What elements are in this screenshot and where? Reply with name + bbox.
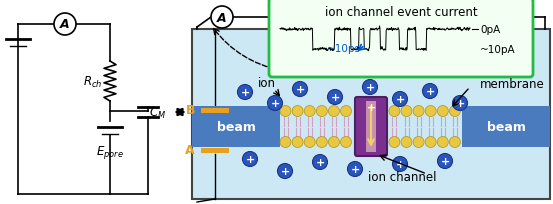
- Text: +: +: [367, 102, 375, 112]
- Circle shape: [413, 137, 424, 148]
- Circle shape: [278, 164, 293, 179]
- Circle shape: [413, 106, 424, 117]
- Text: +: +: [395, 159, 405, 169]
- Circle shape: [327, 90, 342, 105]
- Text: B: B: [185, 104, 195, 117]
- Circle shape: [54, 14, 76, 36]
- Bar: [201, 109, 229, 113]
- Text: beam: beam: [487, 120, 525, 133]
- Circle shape: [450, 137, 461, 148]
- Bar: [462, 106, 550, 147]
- Bar: [366, 102, 376, 152]
- Text: $C_M$: $C_M$: [149, 105, 166, 120]
- Text: +: +: [246, 154, 254, 164]
- Circle shape: [312, 155, 327, 170]
- Circle shape: [304, 137, 315, 148]
- Circle shape: [211, 7, 233, 29]
- Text: ~10pA: ~10pA: [480, 45, 515, 55]
- Circle shape: [437, 137, 448, 148]
- Circle shape: [422, 84, 437, 99]
- Text: +: +: [440, 156, 450, 166]
- Circle shape: [280, 137, 291, 148]
- Circle shape: [452, 96, 467, 111]
- Circle shape: [425, 106, 436, 117]
- Text: +: +: [315, 157, 325, 167]
- Text: +: +: [351, 164, 359, 174]
- Text: +: +: [280, 166, 290, 176]
- Circle shape: [293, 82, 307, 97]
- Circle shape: [393, 92, 408, 107]
- Text: A: A: [60, 18, 70, 31]
- Circle shape: [328, 137, 340, 148]
- Circle shape: [401, 137, 412, 148]
- Circle shape: [389, 137, 400, 148]
- Text: +: +: [455, 99, 465, 109]
- Circle shape: [437, 106, 448, 117]
- Text: ion channel event current: ion channel event current: [325, 6, 477, 18]
- Circle shape: [425, 137, 436, 148]
- Circle shape: [363, 80, 378, 95]
- Circle shape: [316, 106, 327, 117]
- Text: ion: ion: [258, 77, 276, 90]
- Circle shape: [341, 137, 352, 148]
- Circle shape: [292, 106, 303, 117]
- Text: $E_{pore}$: $E_{pore}$: [96, 143, 124, 160]
- Text: A: A: [217, 11, 227, 24]
- FancyBboxPatch shape: [269, 0, 533, 78]
- Circle shape: [341, 106, 352, 117]
- Text: +: +: [270, 99, 280, 109]
- Text: +: +: [241, 88, 249, 98]
- Text: 0pA: 0pA: [480, 25, 500, 35]
- Text: +: +: [425, 86, 435, 96]
- Circle shape: [450, 106, 461, 117]
- Text: +: +: [330, 93, 340, 102]
- Text: ~10ps: ~10ps: [327, 44, 361, 54]
- Circle shape: [437, 154, 452, 169]
- Text: +: +: [366, 83, 374, 93]
- Circle shape: [401, 106, 412, 117]
- Circle shape: [389, 106, 400, 117]
- Text: ion channel: ion channel: [368, 171, 436, 184]
- Circle shape: [243, 152, 258, 167]
- Circle shape: [292, 137, 303, 148]
- Bar: [192, 106, 280, 147]
- Text: membrane: membrane: [480, 78, 545, 91]
- Circle shape: [237, 85, 253, 100]
- Bar: [192, 30, 550, 199]
- Bar: [201, 148, 229, 153]
- Text: beam: beam: [217, 120, 255, 133]
- Circle shape: [393, 157, 408, 172]
- Circle shape: [268, 96, 283, 111]
- Text: $R_{ch}$: $R_{ch}$: [82, 74, 102, 89]
- Circle shape: [304, 106, 315, 117]
- Circle shape: [347, 162, 363, 177]
- Text: +: +: [395, 94, 405, 104]
- FancyBboxPatch shape: [355, 98, 387, 156]
- Circle shape: [280, 106, 291, 117]
- Circle shape: [328, 106, 340, 117]
- Text: A: A: [185, 144, 195, 157]
- Text: +: +: [295, 85, 305, 94]
- Circle shape: [316, 137, 327, 148]
